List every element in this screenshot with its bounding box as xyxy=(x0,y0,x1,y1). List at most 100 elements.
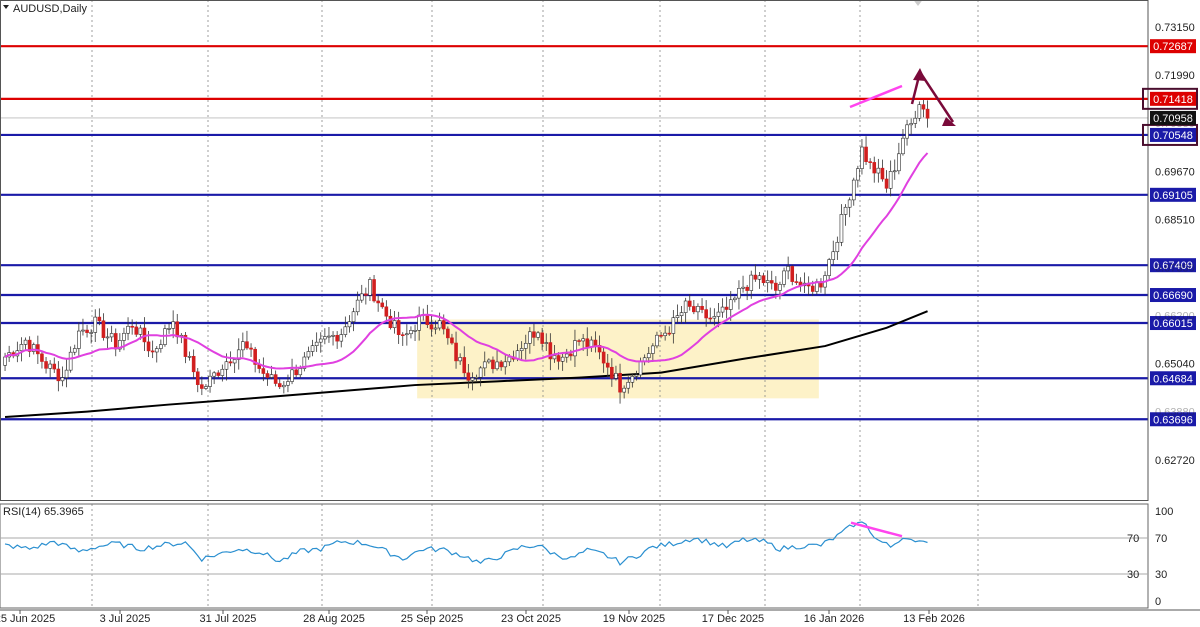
candle-body xyxy=(351,311,356,322)
level-price-tag xyxy=(1150,316,1196,331)
consolidation-zone xyxy=(417,319,819,399)
candle-body xyxy=(499,361,503,368)
candle-body xyxy=(864,146,868,162)
candle-body xyxy=(130,325,134,328)
y-tick-label: 0.66200 xyxy=(1155,310,1195,322)
y-tick-label: 0.70830 xyxy=(1155,118,1195,130)
candle-body xyxy=(409,330,413,335)
candle-body xyxy=(56,368,61,382)
candle-body xyxy=(659,334,663,337)
candle-body xyxy=(396,320,401,335)
candle-body xyxy=(687,300,692,307)
candle-body xyxy=(663,332,667,336)
candle-body xyxy=(897,153,901,172)
candle-body xyxy=(765,280,770,284)
candle-body xyxy=(388,315,393,329)
candle-body xyxy=(23,339,28,345)
level-price-label: 0.66690 xyxy=(1153,290,1193,302)
candle-body xyxy=(556,355,561,362)
candle-body xyxy=(331,334,335,337)
candle-body xyxy=(868,161,872,163)
candle-body xyxy=(786,266,790,272)
candle-body xyxy=(917,104,922,119)
candle-body xyxy=(622,387,626,393)
candle-body xyxy=(441,320,446,330)
x-tick-label: 25 Jun 2025 xyxy=(0,613,55,625)
x-tick-label: 31 Jul 2025 xyxy=(200,613,257,625)
candle-body xyxy=(113,333,118,350)
candle-body xyxy=(851,179,856,201)
candle-body xyxy=(134,326,139,335)
candle-body xyxy=(220,368,225,376)
candle-body xyxy=(224,361,229,370)
candle-body xyxy=(519,348,524,352)
level-price-label: 0.69105 xyxy=(1153,190,1193,202)
candle-body xyxy=(835,241,840,253)
level-highlight-box xyxy=(1142,87,1198,110)
candle-body xyxy=(913,117,918,124)
level-price-tag xyxy=(1150,412,1196,427)
candle-body xyxy=(19,344,24,352)
candle-body xyxy=(638,360,643,376)
candle-body xyxy=(905,124,909,139)
candle-body xyxy=(314,341,319,347)
level-price-label: 0.67409 xyxy=(1153,260,1193,272)
candle-body xyxy=(261,368,266,374)
candle-body xyxy=(880,167,885,180)
candle-body xyxy=(794,281,799,283)
candle-body xyxy=(48,363,52,369)
candle-body xyxy=(318,338,323,343)
candle-body xyxy=(323,336,327,340)
rsi-line xyxy=(4,521,928,566)
candle-body xyxy=(380,302,385,308)
candle-body xyxy=(273,374,278,384)
candle-body xyxy=(384,306,389,317)
candle-body xyxy=(478,367,483,378)
candle-body xyxy=(466,372,471,381)
rsi-tick-label: 70 xyxy=(1155,533,1167,545)
candle-body xyxy=(532,331,536,338)
candle-body xyxy=(528,331,532,344)
candle-body xyxy=(31,344,36,352)
candle-body xyxy=(487,359,491,363)
candle-body xyxy=(302,356,307,369)
axes xyxy=(0,0,1200,611)
ma200-line xyxy=(4,310,928,419)
candle-body xyxy=(77,330,81,349)
candle-body xyxy=(618,372,622,393)
y-tick-label: 0.71990 xyxy=(1155,70,1195,82)
candle-body xyxy=(474,376,479,379)
candle-body xyxy=(671,317,676,334)
candle-body xyxy=(347,321,352,328)
candle-body xyxy=(335,334,339,342)
candle-body xyxy=(692,306,696,313)
candle-body xyxy=(712,316,717,319)
candle-body xyxy=(892,170,897,173)
candle-body xyxy=(89,332,93,334)
candle-body xyxy=(667,332,672,335)
level-price-tag xyxy=(1150,371,1196,386)
candle-body xyxy=(236,349,241,360)
candle-body xyxy=(253,348,257,365)
dropdown-triangle-icon[interactable] xyxy=(3,5,9,9)
candle-body xyxy=(339,334,344,342)
y-tick-label: 0.65040 xyxy=(1155,358,1195,370)
y-tick-label: 0.73150 xyxy=(1155,22,1195,34)
candle-body xyxy=(204,386,208,389)
candle-body xyxy=(437,320,442,329)
candle-body xyxy=(778,284,782,291)
candle-body xyxy=(888,171,893,189)
candle-body xyxy=(675,315,680,318)
candle-body xyxy=(876,167,881,174)
candle-body xyxy=(782,270,786,285)
candle-body xyxy=(232,359,237,364)
candle-body xyxy=(368,279,372,296)
candle-body xyxy=(860,146,864,169)
price-divergence-line xyxy=(849,84,903,109)
candle-body xyxy=(376,300,380,304)
chart-title: AUDUSD,Daily xyxy=(13,3,87,15)
candle-body xyxy=(564,353,569,358)
candle-body xyxy=(310,345,315,352)
candle-body xyxy=(462,357,467,374)
candle-body xyxy=(122,332,126,341)
